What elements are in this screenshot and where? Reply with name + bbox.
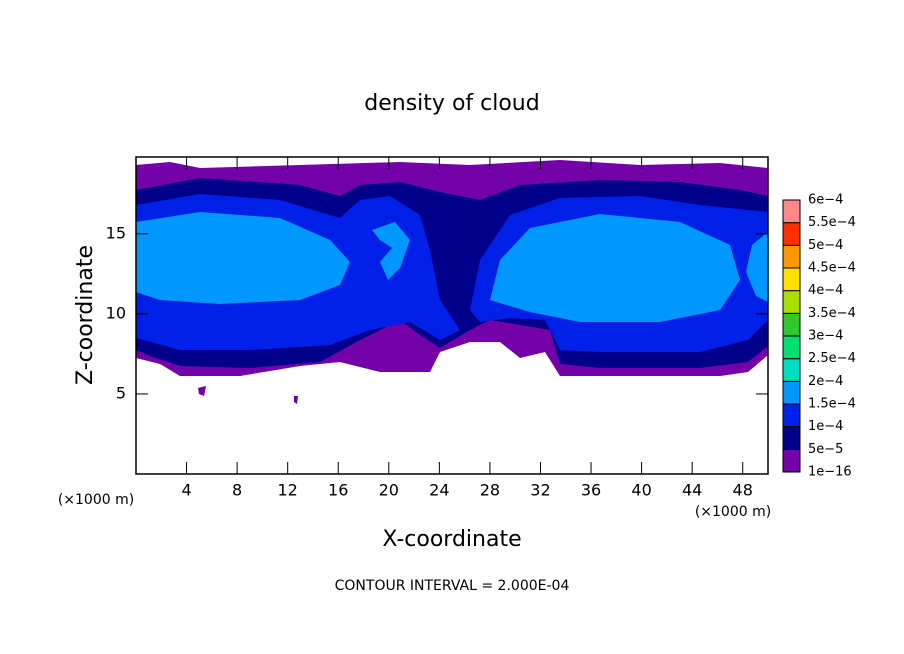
contour-region (198, 386, 206, 396)
footnote: CONTOUR INTERVAL = 2.000E-04 (335, 578, 570, 594)
x-tick-label: 32 (530, 481, 550, 500)
y-axis-label: Z-coordinate (73, 245, 98, 385)
contour-region (372, 222, 410, 280)
colorbar-box (782, 244, 801, 269)
colorbar-box (782, 290, 801, 314)
colorbar-label: 3.5e−4 (808, 306, 856, 321)
y-tick-label: 10 (106, 303, 126, 322)
colorbar-box (782, 222, 801, 246)
x-tick-label: 20 (379, 481, 399, 500)
contour-region (490, 214, 740, 322)
colorbar-box (782, 335, 801, 360)
y-tick-label: 15 (106, 223, 126, 242)
x-tick-label: 48 (733, 481, 753, 500)
colorbar-label: 6e−4 (808, 193, 843, 208)
x-axis-label: X-coordinate (382, 527, 521, 552)
x-unit: (×1000 m) (695, 504, 771, 520)
chart-title: density of cloud (364, 91, 539, 116)
colorbar-box (782, 358, 801, 382)
contour-region (136, 212, 350, 304)
colorbar-box (782, 426, 801, 450)
colorbar-label: 5e−5 (808, 442, 843, 457)
y-tick-label: 5 (116, 383, 126, 402)
colorbar-label: 1.5e−4 (808, 397, 856, 412)
colorbar-box (782, 448, 801, 473)
colorbar-label: 1e−16 (808, 465, 852, 480)
colorbar-label: 1e−4 (808, 419, 843, 434)
colorbar-box (782, 267, 801, 292)
x-tick-label: 24 (429, 481, 449, 500)
colorbar-label: 4e−4 (808, 283, 843, 298)
y-unit: (×1000 m) (58, 492, 134, 508)
x-tick-label: 28 (480, 481, 500, 500)
x-tick-label: 4 (181, 481, 191, 500)
x-tick-label: 12 (278, 481, 298, 500)
x-tick-label: 8 (232, 481, 242, 500)
colorbar-box (782, 380, 801, 405)
x-tick-label: 16 (328, 481, 348, 500)
colorbar-label: 2e−4 (808, 374, 843, 389)
x-tick-label: 36 (581, 481, 601, 500)
plot-frame (135, 156, 769, 475)
contour-region (746, 232, 768, 302)
colorbar-label: 2.5e−4 (808, 351, 856, 366)
contour-region (294, 396, 298, 404)
colorbar-box (782, 199, 801, 224)
x-tick-label: 44 (682, 481, 702, 500)
x-tick-label: 40 (631, 481, 651, 500)
colorbar-box (782, 312, 801, 337)
colorbar-label: 4.5e−4 (808, 261, 856, 276)
colorbar-label: 3e−4 (808, 329, 843, 344)
colorbar-label: 5.5e−4 (808, 215, 856, 230)
colorbar-label: 5e−4 (808, 238, 843, 253)
colorbar-box (782, 403, 801, 428)
